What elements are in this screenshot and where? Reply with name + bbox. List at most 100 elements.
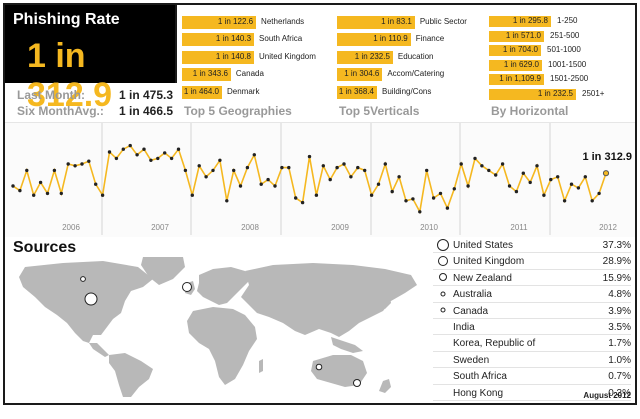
verticals-bar (337, 68, 383, 82)
source-row: Hong Kong 0.3% (433, 385, 631, 401)
data-point (204, 175, 208, 179)
data-point (238, 184, 243, 188)
data-point (404, 199, 408, 203)
data-point (307, 154, 312, 159)
horizontal-bar (489, 30, 544, 42)
source-row: Canada 3.9% (433, 303, 631, 319)
top-geographies-title: Top 5 Geographies (184, 104, 292, 118)
by-horizontal-title: By Horizontal (491, 104, 569, 118)
data-point (169, 156, 174, 161)
data-point (328, 177, 332, 182)
verticals-bar (337, 16, 415, 29)
horizontal-label: 251-500 (550, 30, 580, 40)
japan-shape (381, 293, 391, 309)
australia-shape (311, 355, 367, 387)
marker-united-kingdom (182, 282, 192, 292)
geographies-value: 1 in 140.3 (215, 34, 252, 44)
geographies-label: Canada (235, 69, 264, 79)
source-percent: 15.9% (602, 272, 631, 284)
verticals-value: 1 in 304.6 (344, 69, 380, 79)
data-point (459, 162, 463, 166)
data-point (411, 197, 415, 201)
source-row: New Zealand 15.9% (433, 270, 631, 287)
horizontal-value: 1 in 232.5 (537, 89, 573, 98)
data-point (100, 193, 105, 197)
six-month-avg-value: 1 in 466.5 (119, 104, 174, 118)
verticals-value: 1 in 83.1 (381, 17, 412, 26)
source-percent: 4.8% (608, 289, 631, 301)
geographies-label: United Kingdom (258, 51, 316, 61)
source-country: South Africa (453, 371, 507, 383)
data-point (80, 162, 84, 166)
data-point (163, 151, 167, 155)
x-tick-label: 2012 (599, 223, 617, 232)
source-row: South Africa 0.7% (433, 368, 631, 385)
continents (19, 257, 417, 397)
source-row: Korea, Republic of 1.7% (433, 335, 631, 352)
data-point (314, 193, 319, 197)
data-point (542, 193, 546, 197)
data-point (73, 164, 77, 168)
data-point (38, 180, 43, 185)
source-percent: 37.3% (602, 240, 631, 251)
data-point (66, 162, 70, 166)
data-point (211, 168, 215, 173)
data-point (287, 165, 291, 170)
verticals-value: 1 in 232.5 (354, 51, 390, 61)
horizontal-row: 1 in 629.0 1001-1500 (489, 59, 639, 73)
data-point (294, 196, 298, 200)
marker-australia (315, 363, 323, 371)
data-point (252, 153, 256, 157)
verticals-value: 1 in 368.4 (338, 86, 374, 96)
geographies-label: Netherlands (261, 17, 305, 26)
last-value-label: 1 in 312.9 (582, 151, 632, 163)
horizontal-label: 1501-2500 (550, 74, 589, 84)
phishing-rate-chart: 2006 2007 2008 2009 2010 2011 2012 1 in 312.9 (5, 122, 635, 237)
data-point (32, 193, 36, 197)
data-point (431, 196, 436, 200)
southeast-asia-shape (331, 337, 363, 353)
geographies-value: 1 in 464.0 (183, 86, 219, 96)
data-point (232, 168, 236, 173)
data-point (500, 162, 505, 166)
horizontal-value: 1 in 295.8 (512, 16, 548, 25)
sources-title: Sources (13, 239, 77, 256)
data-point (521, 171, 525, 175)
verticals-row: 1 in 110.9 Finance (337, 33, 487, 47)
data-point (528, 180, 532, 185)
source-size-dot (440, 307, 446, 313)
data-point (94, 182, 98, 186)
geographies-value: 1 in 343.6 (192, 69, 228, 79)
data-point (369, 193, 374, 197)
verticals-row: 1 in 232.5 Education (337, 50, 487, 64)
data-point (273, 184, 277, 188)
world-map (19, 257, 417, 397)
source-percent: 0.7% (608, 371, 631, 383)
verticals-row: 1 in 304.6 Accom/Catering (337, 68, 487, 82)
data-point (300, 200, 305, 205)
marker-new-zealand (353, 379, 361, 387)
geographies-row: 1 in 140.3 South Africa (182, 33, 332, 47)
data-point (569, 182, 574, 186)
source-country: New Zealand (453, 272, 512, 284)
x-tick-label: 2011 (510, 223, 528, 232)
source-percent: 1.7% (608, 338, 631, 350)
x-tick-label: 2007 (151, 223, 169, 232)
data-point (597, 191, 601, 196)
source-country: United States (453, 240, 514, 251)
geographies-bar (182, 50, 254, 64)
data-point (266, 177, 270, 182)
horizontal-bar (489, 59, 542, 71)
marker-united-states (84, 292, 98, 306)
headline-title: Phishing Rate (13, 11, 120, 28)
verticals-label: Accom/Catering (387, 69, 445, 79)
data-point (590, 199, 594, 203)
line-chart-svg: 2006 2007 2008 2009 2010 2011 2012 1 in 312.9 (11, 123, 632, 235)
six-month-avg-label: Six MonthAvg.: (17, 104, 104, 118)
geographies-row: 1 in 464.0 Denmark (182, 85, 332, 99)
geographies-label: South Africa (259, 34, 303, 44)
data-point (156, 156, 160, 161)
data-point (425, 168, 429, 173)
source-percent: 3.9% (608, 305, 631, 317)
data-point (356, 165, 360, 170)
